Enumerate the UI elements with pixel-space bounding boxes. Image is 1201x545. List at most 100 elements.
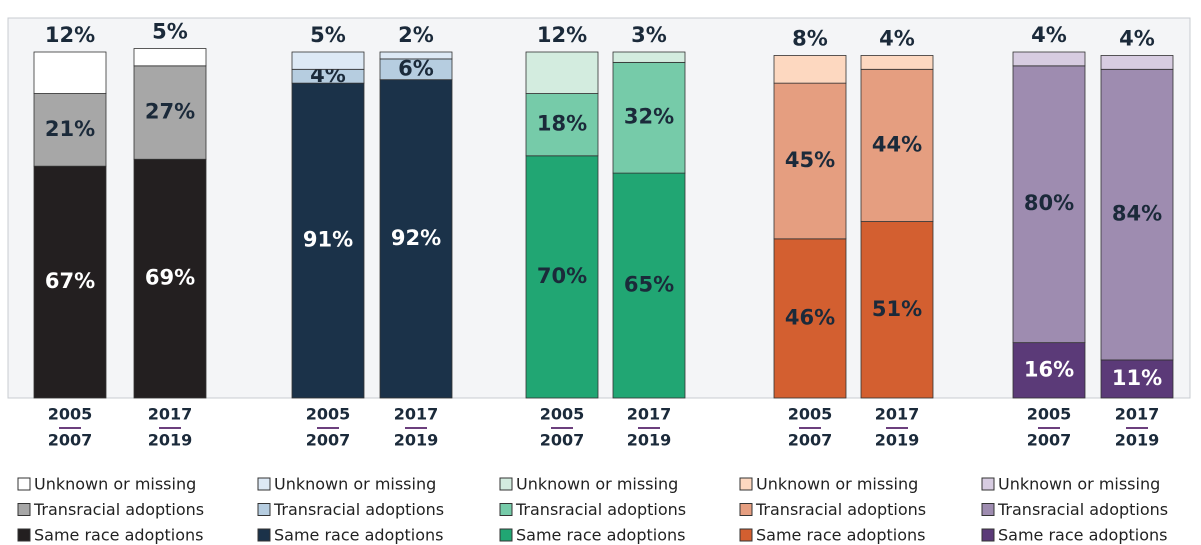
legend-label: Unknown or missing bbox=[274, 475, 436, 494]
legend-swatch bbox=[257, 477, 271, 491]
legend-label: Same race adoptions bbox=[998, 526, 1167, 545]
x-tick-label: 2007 bbox=[540, 431, 585, 450]
value-label: 92% bbox=[391, 226, 441, 250]
x-tick-label: 2007 bbox=[48, 431, 93, 450]
value-label: 51% bbox=[872, 297, 922, 321]
x-tick-label: 2005 bbox=[1027, 405, 1072, 424]
x-tick-label: 2005 bbox=[788, 405, 833, 424]
x-tick-label: 2019 bbox=[148, 431, 193, 450]
bar-segment bbox=[1012, 342, 1086, 399]
value-label: 46% bbox=[785, 305, 835, 329]
legend-label: Unknown or missing bbox=[756, 475, 918, 494]
bar-segment bbox=[525, 51, 599, 94]
bar-segment bbox=[1100, 55, 1174, 70]
legend-label: Same race adoptions bbox=[516, 526, 685, 545]
x-tick-label: 2019 bbox=[875, 431, 920, 450]
value-label: 70% bbox=[537, 264, 587, 288]
legend-label: Transracial adoptions bbox=[997, 500, 1168, 519]
legend-label: Unknown or missing bbox=[516, 475, 678, 494]
value-label: 12% bbox=[537, 23, 587, 47]
legend-swatch bbox=[257, 528, 271, 542]
legend-label: Unknown or missing bbox=[998, 475, 1160, 494]
bar-segment bbox=[133, 48, 207, 67]
value-label: 84% bbox=[1112, 202, 1162, 226]
legend-label: Same race adoptions bbox=[34, 526, 203, 545]
bar-segment bbox=[291, 82, 365, 399]
legend-label: Same race adoptions bbox=[756, 526, 925, 545]
x-tick-label: 2019 bbox=[627, 431, 672, 450]
legend-label: Transracial adoptions bbox=[33, 500, 204, 519]
legend-swatch bbox=[981, 503, 995, 516]
bar-segment bbox=[133, 158, 207, 399]
x-tick-label: 2017 bbox=[148, 405, 193, 424]
legend-swatch bbox=[17, 477, 31, 491]
bar-segment bbox=[291, 51, 365, 70]
bar-segment bbox=[860, 55, 934, 70]
value-label: 21% bbox=[45, 117, 95, 141]
value-label: 4% bbox=[1031, 23, 1067, 47]
value-label: 65% bbox=[624, 273, 674, 297]
legend-swatch bbox=[739, 528, 753, 542]
bar-segment bbox=[1100, 68, 1174, 361]
value-label: 69% bbox=[145, 266, 195, 290]
legend-label: Transracial adoptions bbox=[515, 500, 686, 519]
value-label: 11% bbox=[1112, 366, 1162, 390]
x-tick-label: 2017 bbox=[627, 405, 672, 424]
bar-segment bbox=[525, 155, 599, 399]
x-tick-label: 2019 bbox=[394, 431, 439, 450]
value-label: 91% bbox=[303, 228, 353, 252]
x-tick-label: 2005 bbox=[48, 405, 93, 424]
value-label: 18% bbox=[537, 112, 587, 136]
bar-segment bbox=[612, 51, 686, 63]
legend-label: Unknown or missing bbox=[34, 475, 196, 494]
value-label: 8% bbox=[792, 26, 828, 50]
bar-segment bbox=[133, 65, 207, 160]
x-tick-label: 2017 bbox=[1115, 405, 1160, 424]
value-label: 6% bbox=[398, 56, 434, 80]
value-label: 27% bbox=[145, 100, 195, 124]
bar-segment bbox=[525, 93, 599, 157]
legend-label: Same race adoptions bbox=[274, 526, 443, 545]
bar-segment bbox=[612, 61, 686, 174]
bar-segment bbox=[773, 238, 847, 399]
x-tick-label: 2007 bbox=[788, 431, 833, 450]
legend-swatch bbox=[17, 503, 31, 516]
value-label: 4% bbox=[879, 26, 915, 50]
x-tick-label: 2005 bbox=[540, 405, 585, 424]
x-tick-label: 2017 bbox=[394, 405, 439, 424]
bar-segment bbox=[773, 55, 847, 84]
value-label: 44% bbox=[872, 132, 922, 156]
value-label: 4% bbox=[1119, 26, 1155, 50]
legend-swatch bbox=[499, 477, 513, 491]
x-tick-label: 2005 bbox=[306, 405, 351, 424]
legend-label: Transracial adoptions bbox=[755, 500, 926, 519]
bar-segment bbox=[1012, 65, 1086, 344]
bar-segment bbox=[1100, 359, 1174, 399]
value-label: 3% bbox=[631, 23, 667, 47]
legend-swatch bbox=[981, 528, 995, 542]
bar-segment bbox=[612, 172, 686, 399]
value-label: 16% bbox=[1024, 357, 1074, 381]
bar-segment bbox=[860, 221, 934, 399]
value-label: 2% bbox=[398, 23, 434, 47]
x-tick-label: 2007 bbox=[1027, 431, 1072, 450]
value-label: 67% bbox=[45, 269, 95, 293]
bar-segment bbox=[33, 51, 107, 94]
bar-segment bbox=[379, 51, 453, 60]
legend-swatch bbox=[739, 477, 753, 491]
bar-segment bbox=[860, 68, 934, 222]
value-label: 80% bbox=[1024, 191, 1074, 215]
x-tick-label: 2017 bbox=[875, 405, 920, 424]
bar-segment bbox=[773, 82, 847, 240]
legend-swatch bbox=[739, 503, 753, 516]
value-label: 32% bbox=[624, 105, 674, 129]
value-label: 5% bbox=[310, 23, 346, 47]
legend-swatch bbox=[499, 503, 513, 516]
x-tick-label: 2007 bbox=[306, 431, 351, 450]
legend-swatch bbox=[499, 528, 513, 542]
value-label: 5% bbox=[152, 20, 188, 44]
legend-swatch bbox=[257, 503, 271, 516]
x-tick-label: 2019 bbox=[1115, 431, 1160, 450]
legend-swatch bbox=[981, 477, 995, 491]
